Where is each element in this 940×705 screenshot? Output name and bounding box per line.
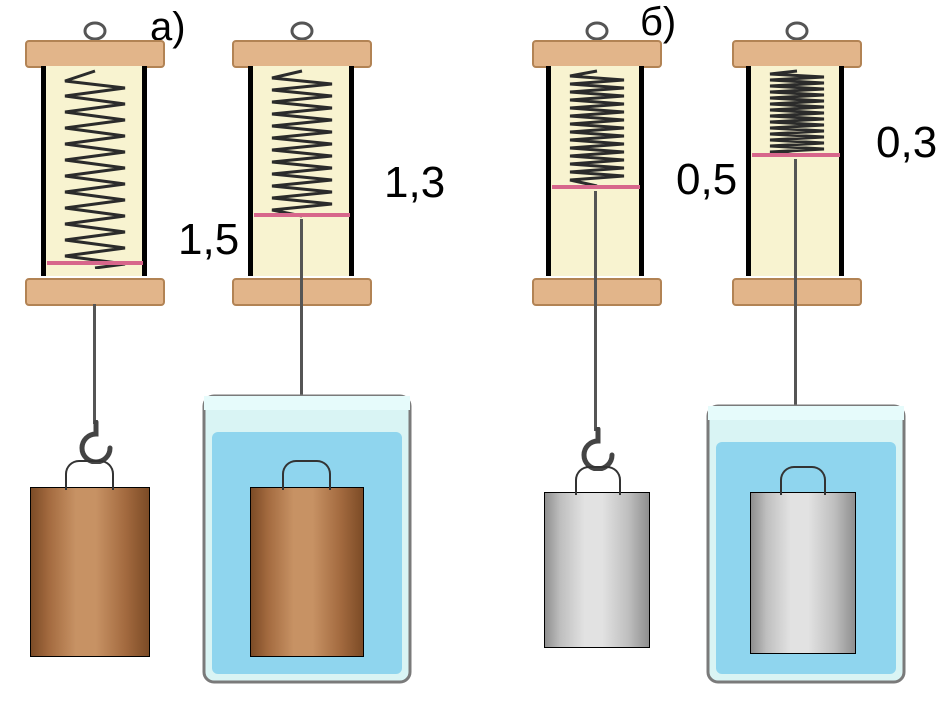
dyn-rail-right [349,66,354,276]
weight-handle [575,466,621,495]
weight-b-air [544,492,650,648]
dyn-rail-right [142,66,147,276]
reading-a-water: 1,3 [384,158,445,208]
reading-a-air: 1,5 [178,215,239,265]
dyn-wire [594,191,597,431]
dyn-pointer [552,185,640,189]
dyn-spring [562,69,632,194]
weight-b-water [750,492,856,654]
weight-handle [780,466,826,495]
dyn-bottom-cap [532,278,662,306]
dyn-bottom-cap [732,278,862,306]
dyn-pointer [47,261,143,265]
dyn-spring [262,69,342,224]
dyn-top-cap [25,40,165,68]
dyn-top-cap [532,40,662,68]
hook-icon [580,427,616,471]
weight-a-water [250,487,364,657]
dyn-pointer [254,213,350,217]
dyn-rail-left [746,66,751,276]
dyn-top-cap [232,40,372,68]
weight-a-air [30,487,150,657]
reading-b-water: 0,3 [876,118,937,168]
dyn-bottom-cap [25,278,165,306]
dyn-rail-left [546,66,551,276]
weight-handle [65,460,114,490]
dyn-top-cap [732,40,862,68]
reading-b-air: 0,5 [676,155,737,205]
dyn-rail-left [248,66,253,276]
dyn-spring [762,69,832,164]
hook-icon [78,420,114,464]
dyn-rail-right [639,66,644,276]
dyn-rail-right [839,66,844,276]
weight-handle [282,460,331,490]
dyn-wire [794,159,797,439]
dyn-spring [55,69,135,274]
dynamometer-b-air [532,35,662,525]
dynamometer-a-air [25,35,165,525]
dyn-wire [93,304,96,424]
dyn-pointer [752,153,840,157]
dyn-rail-left [41,66,46,276]
